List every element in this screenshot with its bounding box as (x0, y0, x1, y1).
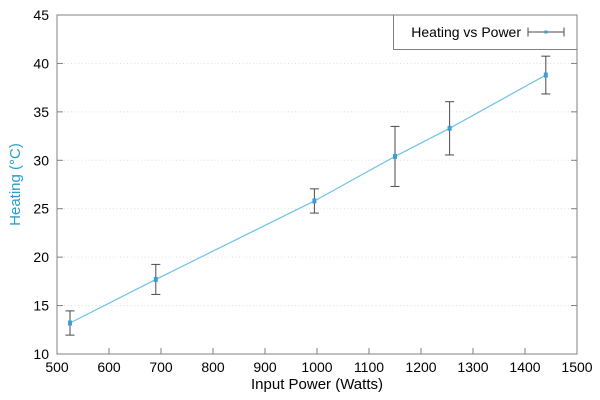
x-tick-label: 1100 (354, 359, 384, 375)
y-tick-label: 35 (33, 104, 49, 120)
y-tick-label: 20 (33, 249, 49, 265)
x-tick-label: 1500 (561, 359, 592, 375)
y-tick-label: 30 (33, 152, 49, 168)
plot-frame (56, 14, 578, 355)
legend-label: Heating vs Power (411, 24, 521, 40)
x-tick-label: 700 (149, 359, 173, 375)
x-tick-label: 1200 (405, 359, 436, 375)
x-tick-label: 800 (201, 359, 225, 375)
axis-ticks (56, 14, 578, 355)
x-tick-label: 1000 (301, 359, 332, 375)
data-point (543, 72, 548, 78)
y-tick-label: 45 (33, 7, 49, 23)
x-tick-label: 1400 (509, 359, 540, 375)
data-point (68, 320, 72, 326)
data-series (65, 55, 551, 336)
data-point (312, 198, 317, 204)
data-point (447, 125, 452, 131)
x-tick-labels: 500 600 700 800 900 1000 1100 1200 1300 1400 1500 (45, 359, 592, 375)
x-axis-title: Input Power (Watts) (251, 376, 383, 393)
legend-box (393, 14, 578, 50)
x-tick-label: 1300 (457, 359, 488, 375)
legend-marker (544, 30, 548, 34)
y-tick-label: 15 (33, 298, 49, 314)
data-point (393, 153, 397, 159)
x-tick-label: 900 (253, 359, 277, 375)
gridlines (57, 62, 577, 307)
y-tick-label: 10 (33, 346, 49, 362)
y-tick-labels: 10 15 20 25 30 35 40 45 (33, 7, 49, 362)
y-axis-title: Heating (°C) (7, 143, 24, 226)
x-tick-label: 600 (97, 359, 121, 375)
y-tick-label: 25 (33, 201, 49, 217)
y-tick-label: 40 (33, 55, 49, 71)
data-point (153, 276, 158, 282)
x-tick-label: 500 (45, 359, 69, 375)
